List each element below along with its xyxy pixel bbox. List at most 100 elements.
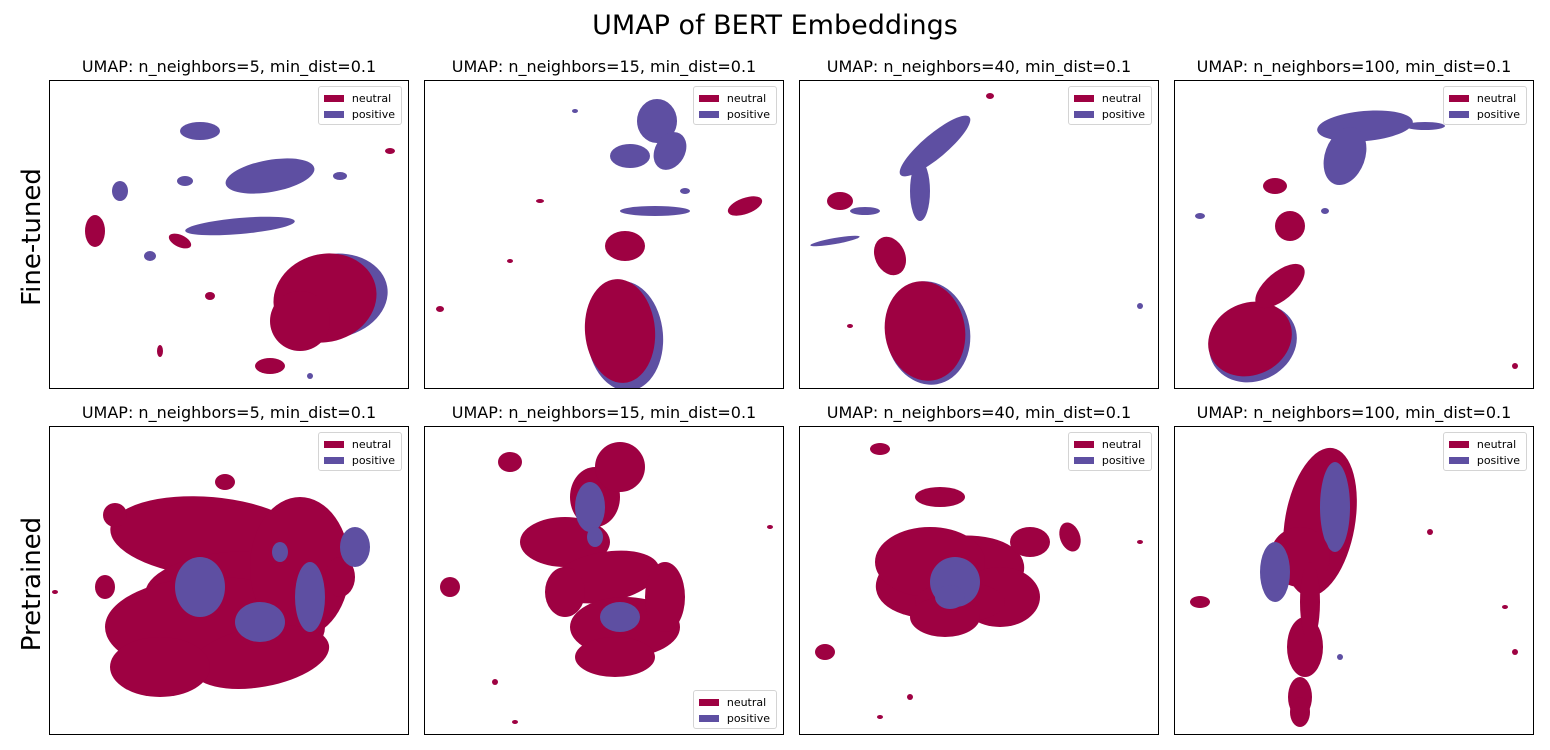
scatter-plot — [440, 442, 773, 724]
legend: neutral positive — [1442, 432, 1527, 471]
positive-cluster — [295, 562, 325, 632]
scatter-panel: neutral positive — [49, 426, 409, 735]
legend-entry-positive: positive — [323, 106, 395, 122]
scatter-plot — [810, 93, 1143, 385]
positive-cluster — [810, 235, 860, 247]
neutral-cluster — [986, 93, 994, 99]
neutral-cluster — [1059, 522, 1081, 552]
legend-swatch — [323, 94, 344, 102]
neutral-cluster — [575, 637, 655, 677]
neutral-cluster — [870, 443, 890, 455]
legend-entry-neutral: neutral — [698, 90, 770, 106]
positive-cluster — [680, 188, 690, 194]
positive-cluster — [935, 585, 965, 609]
figure-title: UMAP of BERT Embeddings — [592, 10, 958, 41]
positive-cluster — [1337, 654, 1343, 660]
panel-title: UMAP: n_neighbors=40, min_dist=0.1 — [826, 57, 1132, 76]
neutral-cluster — [645, 562, 685, 632]
neutral-cluster — [205, 292, 215, 300]
positive-cluster — [307, 373, 313, 379]
legend-label: positive — [726, 107, 770, 121]
positive-cluster — [333, 172, 347, 180]
scatter-plot — [85, 122, 395, 379]
scatter-panel: neutral positive — [799, 80, 1159, 389]
positive-cluster — [600, 602, 640, 632]
legend-label: neutral — [351, 437, 392, 451]
neutral-cluster — [584, 279, 656, 383]
legend-label: positive — [351, 453, 395, 467]
neutral-cluster — [250, 497, 350, 637]
neutral-cluster — [877, 715, 883, 719]
neutral-cluster — [536, 199, 544, 203]
legend-entry-positive: positive — [1448, 452, 1520, 468]
scatter-panel: neutral positive — [1174, 80, 1534, 389]
scatter-panel: neutral positive — [1174, 426, 1534, 735]
scatter-panel: neutral positive — [424, 80, 784, 389]
legend-swatch — [698, 698, 719, 706]
positive-cluster — [1260, 542, 1290, 602]
scatter-plot — [1195, 110, 1518, 383]
neutral-cluster — [907, 694, 913, 700]
panel-title: UMAP: n_neighbors=40, min_dist=0.1 — [826, 403, 1132, 422]
neutral-cluster — [1427, 529, 1433, 535]
legend-label: positive — [351, 107, 395, 121]
neutral-cluster — [103, 503, 127, 527]
legend: neutral positive — [1067, 432, 1152, 471]
row-label-pretrained: Pretrained — [17, 516, 47, 652]
neutral-cluster — [325, 557, 355, 597]
panel-title: UMAP: n_neighbors=5, min_dist=0.1 — [81, 403, 377, 422]
positive-cluster — [1137, 303, 1143, 309]
legend: neutral positive — [692, 690, 777, 729]
neutral-cluster — [512, 720, 518, 724]
neutral-cluster — [605, 231, 645, 261]
neutral-cluster — [767, 525, 773, 529]
legend-entry-neutral: neutral — [1448, 436, 1520, 452]
legend-swatch — [1448, 440, 1469, 448]
neutral-cluster — [545, 567, 585, 617]
positive-cluster — [1320, 462, 1350, 552]
neutral-cluster — [190, 625, 330, 689]
neutral-cluster — [110, 637, 210, 697]
legend-label: neutral — [1476, 91, 1517, 105]
positive-cluster — [1195, 213, 1205, 219]
positive-cluster — [175, 557, 225, 617]
neutral-cluster — [595, 442, 645, 492]
legend-entry-positive: positive — [1448, 106, 1520, 122]
neutral-cluster — [1263, 178, 1287, 194]
legend-swatch — [698, 94, 719, 102]
legend-entry-positive: positive — [698, 710, 770, 726]
neutral-cluster — [1137, 540, 1143, 544]
legend-swatch — [698, 714, 719, 722]
neutral-cluster — [52, 590, 58, 594]
legend-swatch — [323, 440, 344, 448]
positive-cluster — [1323, 126, 1367, 186]
legend: neutral positive — [317, 432, 402, 471]
scatter-plot — [1190, 447, 1518, 727]
legend-entry-positive: positive — [1073, 106, 1145, 122]
positive-cluster — [620, 206, 690, 216]
legend-label: positive — [1476, 107, 1520, 121]
neutral-cluster — [215, 474, 235, 490]
positive-cluster — [144, 251, 156, 261]
neutral-cluster — [847, 324, 853, 328]
neutral-cluster — [440, 577, 460, 597]
positive-cluster — [180, 122, 220, 140]
scatter-plot — [52, 474, 370, 697]
legend-swatch — [323, 456, 344, 464]
positive-cluster — [1321, 208, 1329, 214]
legend: neutral positive — [1442, 86, 1527, 125]
row-label-fine-tuned: Fine-tuned — [17, 168, 47, 306]
neutral-cluster — [255, 358, 285, 374]
positive-cluster — [235, 602, 285, 642]
positive-cluster — [340, 527, 370, 567]
panel-title: UMAP: n_neighbors=15, min_dist=0.1 — [451, 403, 757, 422]
neutral-cluster — [915, 487, 965, 507]
neutral-cluster — [498, 452, 522, 472]
legend-label: neutral — [726, 91, 767, 105]
neutral-cluster — [1208, 301, 1292, 377]
neutral-cluster — [157, 345, 163, 357]
positive-cluster — [225, 158, 315, 194]
positive-cluster — [653, 132, 687, 170]
neutral-cluster — [1512, 649, 1518, 655]
legend-entry-neutral: neutral — [1448, 90, 1520, 106]
